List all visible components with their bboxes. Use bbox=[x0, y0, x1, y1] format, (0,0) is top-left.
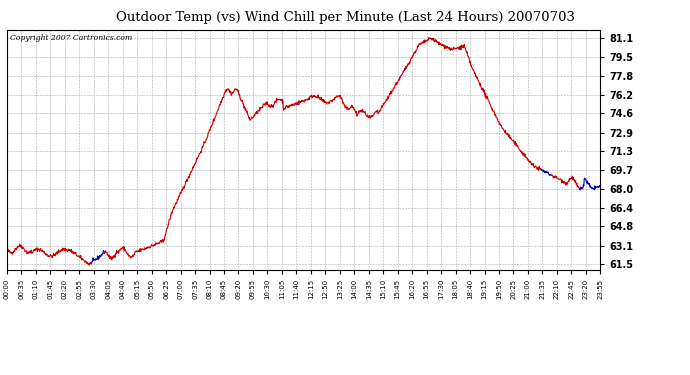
Text: Outdoor Temp (vs) Wind Chill per Minute (Last 24 Hours) 20070703: Outdoor Temp (vs) Wind Chill per Minute … bbox=[115, 11, 575, 24]
Text: Copyright 2007 Cartronics.com: Copyright 2007 Cartronics.com bbox=[10, 34, 132, 42]
